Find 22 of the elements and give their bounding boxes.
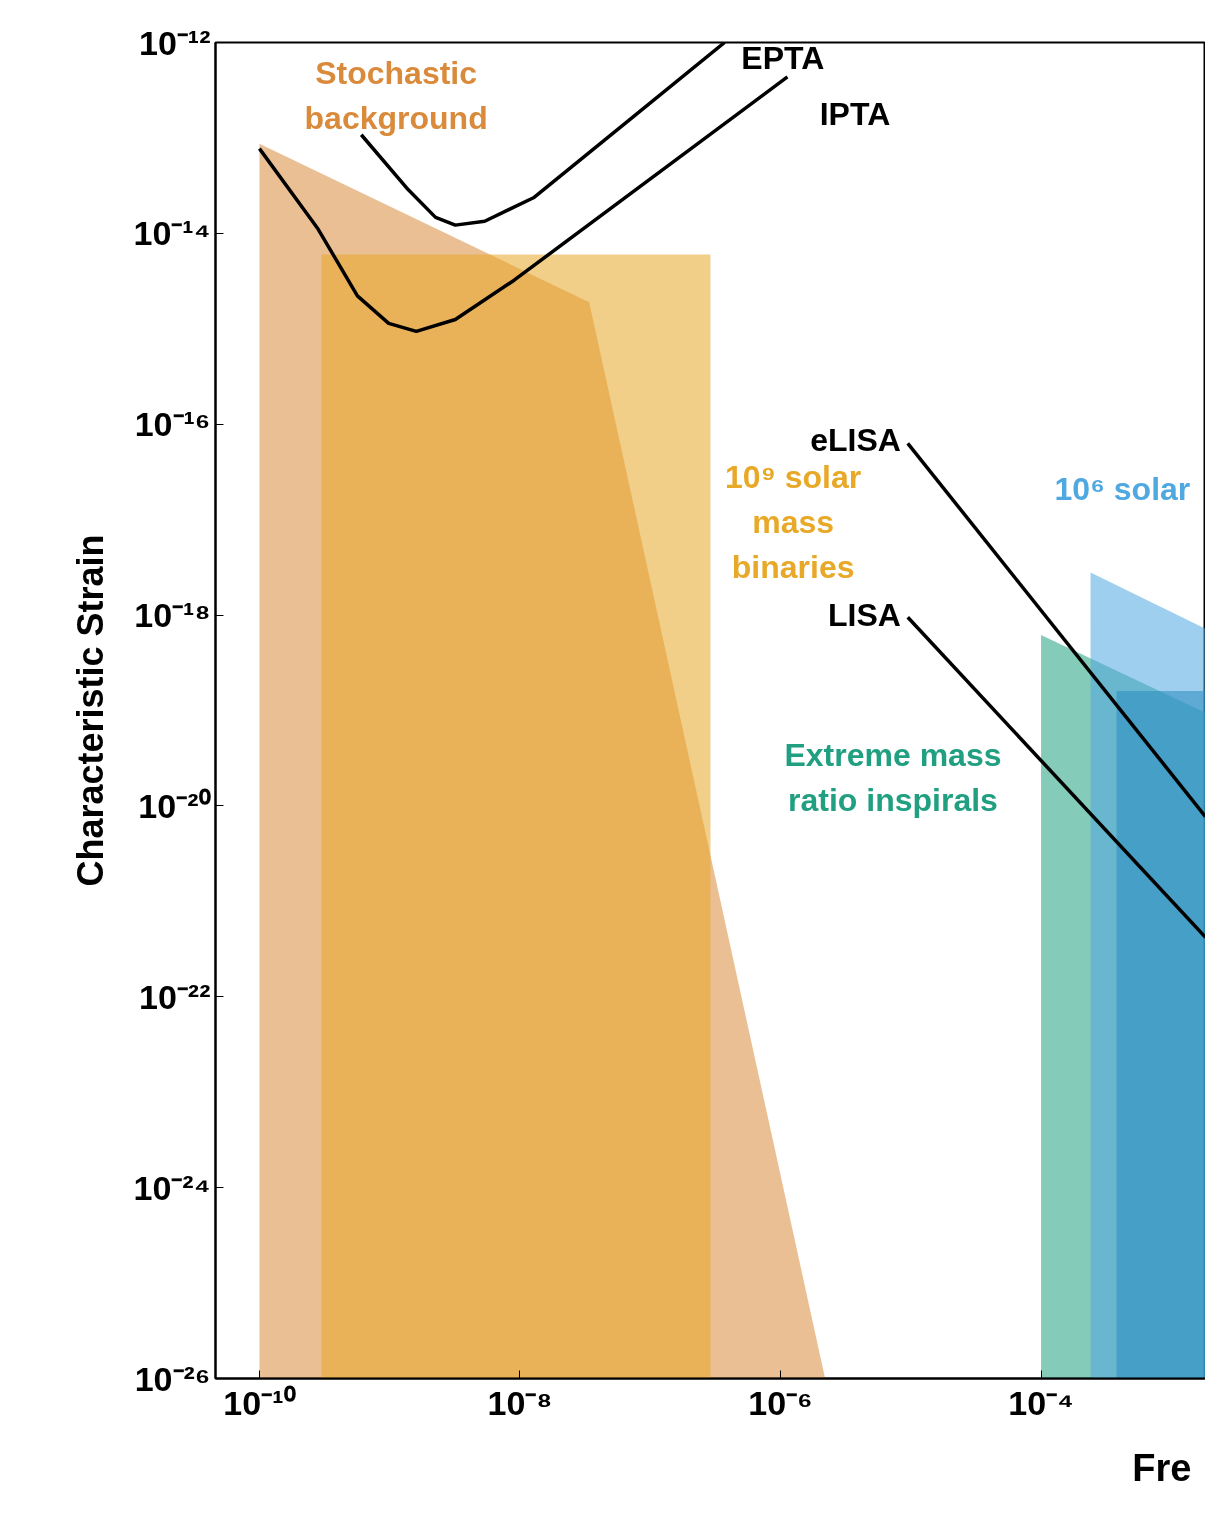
series-label: 10⁹ solar mass binaries	[725, 458, 862, 585]
y-tick-label: 10⁻¹²	[139, 23, 211, 62]
x-axis-title: Fre	[1132, 1446, 1192, 1489]
x-tick-label: 10⁻⁸	[487, 1383, 553, 1422]
x-tick-label: 10⁻⁶	[748, 1383, 813, 1422]
series-label: Extreme mass ratio inspirals	[784, 736, 1002, 818]
y-tick-label: 10⁻²⁶	[134, 1359, 211, 1398]
series-label: eLISA	[810, 422, 901, 459]
y-tick-label: 10⁻²⁴	[133, 1168, 211, 1207]
y-tick-label: 10⁻¹⁴	[133, 214, 211, 253]
x-tick-label: 10⁻⁴	[1008, 1383, 1074, 1422]
series-label: Stochastic background	[304, 54, 488, 136]
y-tick-label: 10⁻¹⁶	[134, 405, 211, 444]
x-tick-label: 10⁻¹⁰	[223, 1383, 296, 1422]
series-label: IPTA	[819, 96, 891, 133]
series-label: LISA	[828, 597, 901, 634]
text: 10⁶ solar	[1054, 471, 1191, 508]
series-label: EPTA	[741, 40, 825, 77]
y-tick-label: 10⁻¹⁸	[134, 596, 211, 635]
y-axis-title: Characteristic Strain	[69, 534, 111, 887]
y-tick-label: 10⁻²⁰	[138, 786, 211, 825]
y-tick-label: 10⁻²²	[139, 977, 211, 1016]
